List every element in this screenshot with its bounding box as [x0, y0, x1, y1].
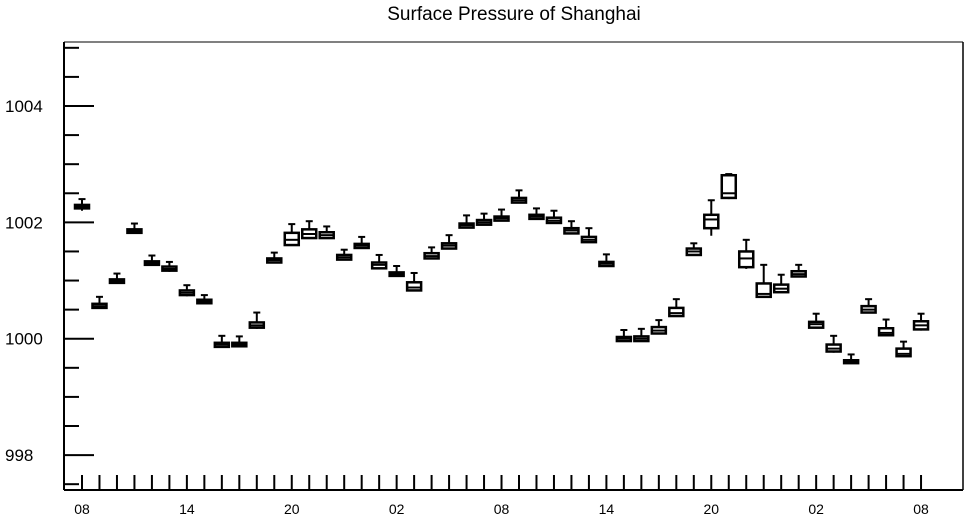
box-item — [126, 222, 143, 235]
box-item — [91, 295, 108, 310]
box-item — [196, 294, 213, 305]
box-item — [895, 340, 912, 358]
box-item — [720, 173, 738, 200]
box-iqr — [720, 173, 738, 200]
box-item — [598, 253, 615, 268]
box-item — [528, 207, 545, 221]
x-tick-label: 14 — [179, 501, 195, 517]
box-item — [231, 335, 248, 348]
box-item — [650, 319, 668, 335]
x-tick-label: 14 — [599, 501, 615, 517]
x-tick-label: 08 — [913, 501, 929, 517]
box-item — [388, 265, 405, 278]
x-tick-label: 02 — [389, 501, 405, 517]
box-item — [493, 208, 510, 222]
box-item — [807, 312, 825, 329]
box-item — [353, 235, 370, 250]
box-item — [161, 260, 178, 272]
y-tick-label: 998 — [5, 446, 33, 465]
box-item — [737, 238, 755, 269]
y-axis: 998 1000 1002 1004 — [5, 46, 94, 486]
x-axis: 08 14 20 02 08 14 20 02 08 — [74, 475, 929, 517]
box-item — [912, 312, 930, 331]
box-item — [860, 298, 877, 314]
box-iqr — [668, 306, 685, 318]
box-item — [790, 263, 807, 278]
x-tick-label: 08 — [494, 501, 510, 517]
box-item — [755, 263, 772, 299]
box-item — [703, 199, 720, 236]
box-item — [213, 334, 231, 349]
box-item — [842, 353, 860, 365]
box-item — [405, 271, 423, 292]
y-tick-label: 1000 — [5, 330, 43, 349]
x-tick-label: 02 — [808, 501, 824, 517]
box-item — [510, 189, 528, 204]
chart-title: Surface Pressure of Shanghai — [387, 4, 641, 25]
box-item — [545, 209, 563, 225]
box-item — [73, 198, 91, 211]
box-item — [318, 225, 335, 240]
box-item — [825, 334, 842, 353]
box-item — [440, 234, 458, 250]
y-tick-label: 1004 — [5, 97, 43, 116]
box-item — [685, 242, 703, 257]
box-item — [178, 284, 196, 297]
box-item — [877, 318, 895, 337]
box-item — [580, 227, 598, 244]
plot-frame — [63, 41, 964, 491]
box-item — [335, 248, 353, 261]
box-item — [615, 329, 633, 343]
box-item — [300, 220, 318, 240]
x-tick-label: 20 — [703, 501, 719, 517]
box-item — [563, 220, 580, 235]
box-item — [143, 254, 161, 267]
box-item — [266, 251, 283, 264]
box-iqr — [703, 213, 720, 230]
box-item — [248, 311, 266, 329]
box-item — [668, 298, 685, 318]
box-iqr — [877, 327, 895, 337]
y-tick-label: 1002 — [5, 213, 43, 232]
box-item — [108, 272, 126, 285]
box-iqr — [405, 281, 423, 292]
box-item — [423, 246, 440, 260]
box-item — [772, 273, 790, 294]
box-item — [283, 223, 301, 247]
boxes — [73, 173, 930, 365]
box-item — [458, 214, 475, 229]
x-tick-label: 08 — [74, 501, 90, 517]
box-item — [370, 253, 388, 270]
x-tick-label: 20 — [284, 501, 300, 517]
box-item — [633, 327, 650, 343]
box-item — [475, 212, 493, 226]
box-iqr — [895, 347, 912, 358]
